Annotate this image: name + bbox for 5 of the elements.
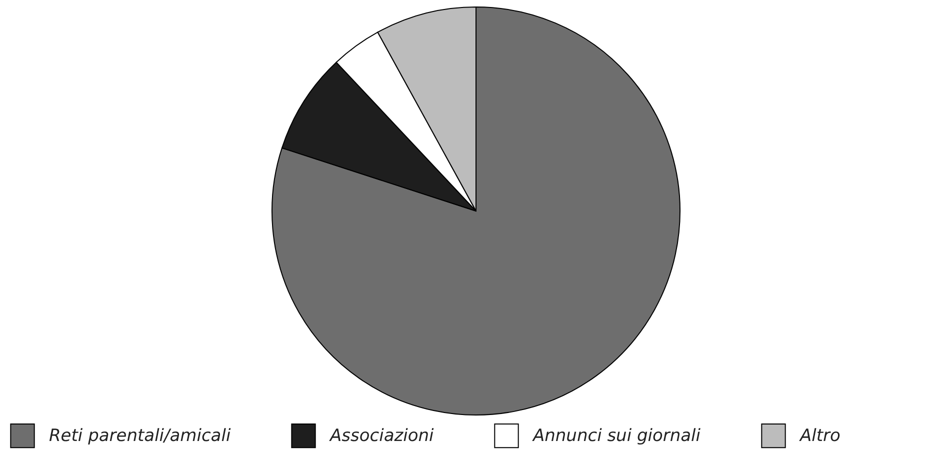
- legend-label: Altro: [799, 426, 840, 446]
- legend-label: Reti parentali/amicali: [49, 426, 231, 446]
- legend-label: Annunci sui giornali: [532, 426, 701, 446]
- legend-label: Associazioni: [329, 426, 434, 446]
- pie-slice: [272, 6, 680, 416]
